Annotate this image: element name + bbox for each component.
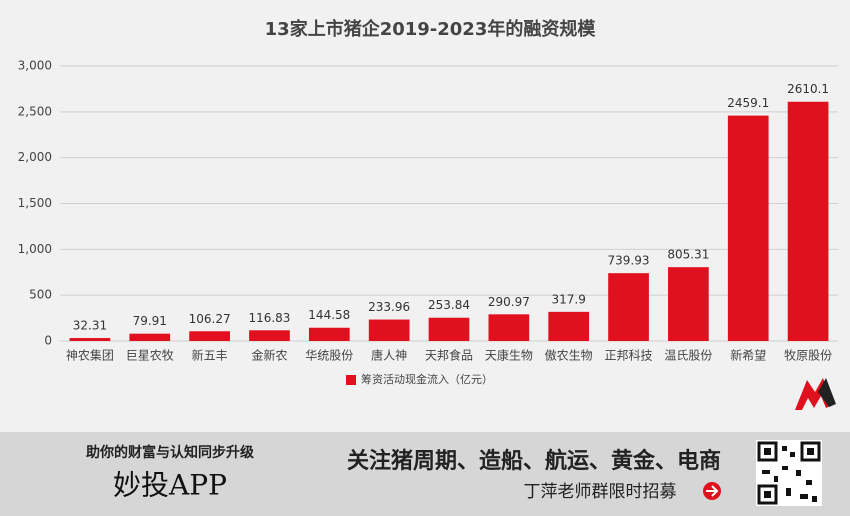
- banner-slogan: 助你的财富与认知同步升级: [86, 444, 255, 461]
- data-label: 2610.1: [787, 82, 829, 96]
- banner-app: 妙投APP: [113, 469, 227, 502]
- y-tick-label: 2,000: [18, 150, 52, 164]
- data-label: 79.91: [133, 314, 167, 328]
- legend-swatch: [346, 375, 356, 385]
- bar: [428, 317, 470, 341]
- data-label: 805.31: [667, 248, 709, 262]
- x-tick-label: 新希望: [730, 348, 766, 363]
- bar: [308, 327, 350, 341]
- x-tick-label: 天康生物: [485, 348, 533, 363]
- data-label: 317.9: [552, 292, 586, 306]
- bar: [668, 267, 709, 341]
- bar: [608, 273, 649, 341]
- x-tick-label: 华统股份: [305, 349, 353, 363]
- y-tick-label: 1,000: [18, 242, 52, 256]
- x-tick-label: 正邦科技: [605, 349, 653, 363]
- y-tick-label: 2,500: [18, 104, 52, 118]
- x-tick-label: 牧原股份: [784, 349, 832, 363]
- data-label: 32.31: [73, 319, 107, 333]
- bar: [189, 331, 230, 341]
- qr-code: [756, 440, 822, 506]
- bar: [249, 330, 290, 341]
- data-label: 253.84: [428, 298, 470, 312]
- bar: [129, 333, 171, 341]
- data-label: 106.27: [189, 312, 231, 326]
- data-label: 2459.1: [727, 96, 769, 110]
- x-tick-label: 新五丰: [192, 348, 228, 363]
- x-tick-label: 巨星农牧: [126, 349, 174, 363]
- banner-recruit: 丁萍老师群限时招募: [524, 482, 677, 502]
- data-label: 233.96: [368, 300, 410, 314]
- data-label: 144.58: [308, 308, 350, 322]
- y-tick-label: 500: [29, 288, 52, 302]
- data-label: 290.97: [488, 295, 530, 309]
- bar: [488, 314, 530, 341]
- bar: [787, 101, 829, 341]
- bar: [368, 319, 410, 341]
- arrow-icon: [703, 482, 721, 500]
- chart-title: 13家上市猪企2019-2023年的融资规模: [265, 18, 597, 40]
- y-tick-label: 3,000: [18, 59, 52, 73]
- x-tick-label: 傲农生物: [545, 348, 593, 363]
- data-label: 739.93: [608, 254, 650, 268]
- data-label: 116.83: [248, 311, 290, 325]
- bar: [69, 338, 111, 341]
- chart-background: [0, 0, 850, 432]
- logo: [795, 378, 836, 410]
- x-tick-label: 神农集团: [66, 348, 114, 363]
- bar: [548, 311, 590, 341]
- x-tick-label: 金新农: [251, 348, 287, 363]
- y-tick-label: 0: [44, 334, 52, 348]
- bar: [727, 115, 769, 342]
- x-tick-label: 温氏股份: [664, 349, 712, 363]
- banner-background: [0, 432, 850, 516]
- banner-headline: 关注猪周期、造船、航运、黄金、电商: [347, 448, 721, 474]
- legend-label: 筹资活动现金流入（亿元）: [361, 372, 493, 386]
- x-tick-label: 天邦食品: [425, 348, 473, 363]
- y-tick-label: 1,500: [18, 196, 52, 210]
- x-tick-label: 唐人神: [371, 348, 407, 363]
